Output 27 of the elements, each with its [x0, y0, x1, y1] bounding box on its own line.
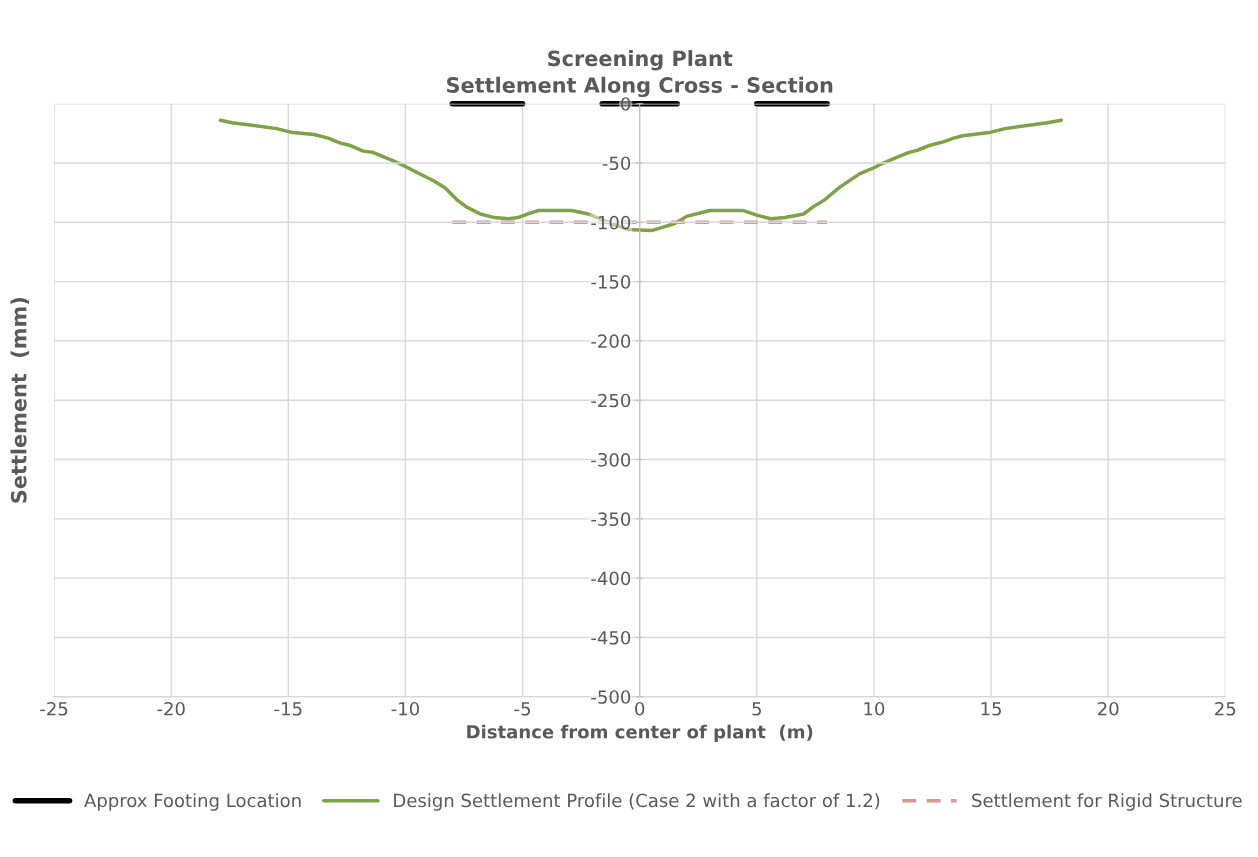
- x-tick-label: -10: [391, 701, 419, 716]
- legend-label: Settlement for Rigid Structure: [972, 793, 1242, 811]
- x-axis-title: Distance from center of plant (m): [467, 724, 813, 743]
- x-tick-label: -15: [274, 702, 302, 716]
- x-tick-label: -20: [157, 701, 185, 716]
- x-tick-label: 15: [981, 702, 1001, 716]
- y-tick-label: -50: [602, 156, 631, 171]
- y-tick-label: -450: [591, 630, 631, 645]
- x-tick-label: 20: [1098, 701, 1119, 716]
- y-tick-label: -500: [591, 690, 631, 704]
- x-tick-label: 25: [1215, 701, 1236, 716]
- x-tick-label: -5: [514, 702, 530, 716]
- x-tick-label: 10: [864, 701, 885, 716]
- line-series: [218, 118, 1064, 234]
- legend-label: Approx Footing Location: [84, 793, 301, 811]
- x-tick-label: -25: [40, 701, 68, 716]
- y-tick-label: -400: [591, 571, 631, 586]
- y-axis-title: Settlement (mm): [10, 298, 30, 503]
- chart-title: Screening Plant Settlement Along Cross - Section: [447, 50, 833, 98]
- legend-label: Design Settlement Profile (Case 2 with a factor of 1.2): [394, 793, 880, 811]
- y-tick-label: -350: [591, 512, 631, 526]
- x-tick-label: 0: [635, 701, 645, 716]
- y-tick-label: -300: [591, 452, 631, 467]
- y-tick-label: -150: [591, 275, 631, 289]
- y-tick-label: -200: [591, 334, 631, 349]
- x-tick-label: 5: [752, 702, 761, 716]
- y-tick-label: -250: [591, 393, 631, 408]
